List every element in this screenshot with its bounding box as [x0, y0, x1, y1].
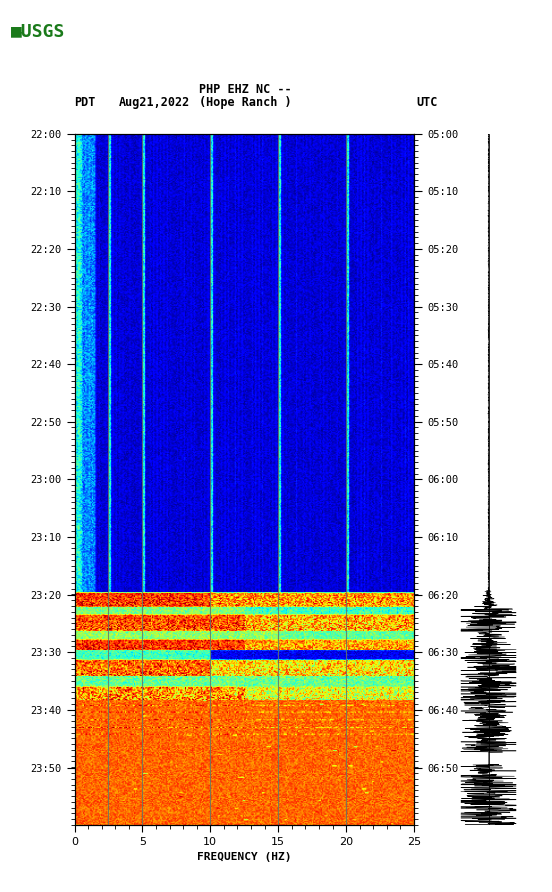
Text: ■USGS: ■USGS [11, 22, 66, 40]
X-axis label: FREQUENCY (HZ): FREQUENCY (HZ) [197, 853, 291, 863]
Text: (Hope Ranch ): (Hope Ranch ) [199, 95, 292, 109]
Text: UTC: UTC [417, 95, 438, 109]
Text: PDT: PDT [75, 95, 96, 109]
Text: PHP EHZ NC --: PHP EHZ NC -- [199, 83, 292, 96]
Text: Aug21,2022: Aug21,2022 [119, 95, 190, 109]
